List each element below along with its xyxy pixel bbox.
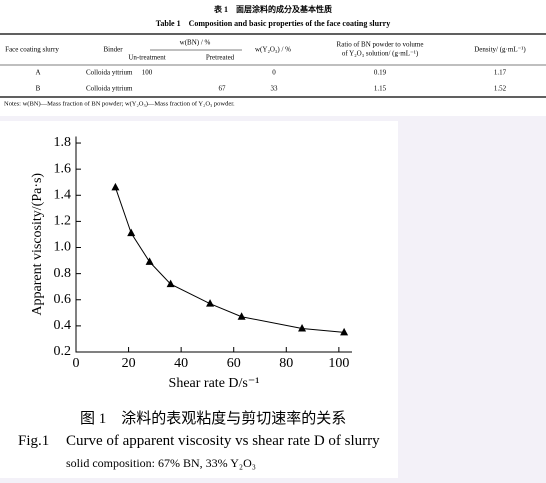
table-cell: 1.17 bbox=[494, 69, 507, 77]
data-point bbox=[145, 257, 154, 265]
table-subheader: Pretreated bbox=[206, 54, 235, 62]
table-cell: Colloida yttrium bbox=[86, 69, 133, 77]
y-tick-label: 0.8 bbox=[54, 266, 72, 281]
table-cell: 0.19 bbox=[374, 69, 387, 77]
x-tick-label: 60 bbox=[227, 356, 241, 371]
table-header: Density/ (g·mL⁻¹) bbox=[474, 46, 526, 54]
table: 表 1 面层涂料的成分及基本性质 Table 1 Composition and… bbox=[0, 4, 546, 107]
y-tick-label: 1.0 bbox=[54, 240, 72, 255]
table-title-cn: 表 1 面层涂料的成分及基本性质 bbox=[213, 4, 332, 14]
y-tick-label: 0.4 bbox=[54, 318, 72, 333]
caption-label: Fig.1 bbox=[18, 433, 49, 449]
table-panel bbox=[0, 0, 546, 116]
x-tick-label: 0 bbox=[73, 356, 80, 371]
chart: 0.2 0.4 0.6 0.8 1.0 1.2 1.4 1.6 1.8 0 20 40 60 80 100 S… bbox=[30, 135, 352, 391]
table-cell: A bbox=[35, 69, 40, 77]
table-cell: 33 bbox=[271, 85, 279, 93]
data-point bbox=[166, 279, 175, 288]
table-header: Face coating slurry bbox=[5, 46, 59, 54]
table-subheader: Un-treatment bbox=[128, 54, 165, 62]
data-point bbox=[127, 228, 136, 237]
y-axis-label: Apparent viscosity/(Pa·s) bbox=[30, 173, 45, 316]
data-point bbox=[298, 323, 307, 332]
x-tick-label: 100 bbox=[328, 356, 349, 371]
data-point bbox=[340, 327, 349, 336]
y-tick-label: 0.2 bbox=[54, 344, 72, 359]
table-header: of Y₂O₃ solution/ (g·mL⁻¹) bbox=[342, 50, 419, 58]
y-tick-label: 1.6 bbox=[54, 161, 72, 176]
y-tick-label: 0.6 bbox=[54, 292, 72, 307]
x-axis-label: Shear rate D/s⁻¹ bbox=[169, 376, 260, 391]
caption-en: Curve of apparent viscosity vs shear rat… bbox=[66, 433, 380, 449]
table-cell: 0 bbox=[272, 69, 276, 77]
y-tick-label: 1.8 bbox=[54, 135, 72, 150]
caption-cn: 图 1 涂料的表观粘度与剪切速率的关系 bbox=[80, 410, 346, 427]
figure-panel bbox=[0, 121, 398, 478]
data-line bbox=[114, 187, 345, 333]
table-cell: 67 bbox=[219, 85, 227, 93]
table-header: Ratio of BN powder to volume bbox=[337, 41, 424, 49]
table-header: w(BN) / % bbox=[180, 39, 211, 47]
data-point bbox=[111, 182, 120, 191]
table-title: Table 1 Composition and basic properties… bbox=[156, 19, 390, 28]
table-cell: 1.15 bbox=[374, 85, 387, 93]
table-header: w(Y₂O₃) / % bbox=[255, 46, 291, 54]
table-cell: B bbox=[36, 85, 41, 93]
table-cell: 100 bbox=[142, 69, 153, 77]
data-point bbox=[237, 312, 246, 320]
y-tick-label: 1.4 bbox=[54, 187, 72, 202]
table-notes: Notes: w(BN)—Mass fraction of BN powder;… bbox=[4, 100, 235, 107]
data-point bbox=[206, 299, 215, 307]
table-cell: 1.52 bbox=[494, 85, 507, 93]
y-tick-label: 1.2 bbox=[54, 214, 72, 229]
x-tick-label: 80 bbox=[279, 356, 293, 371]
table-cell: Colloida yttrium bbox=[86, 85, 133, 93]
caption-note: solid composition: 67% BN, 33% Y₂O₃ bbox=[66, 456, 256, 470]
table-header: Binder bbox=[103, 46, 123, 54]
x-tick-label: 40 bbox=[174, 356, 188, 371]
x-tick-label: 20 bbox=[122, 356, 136, 371]
